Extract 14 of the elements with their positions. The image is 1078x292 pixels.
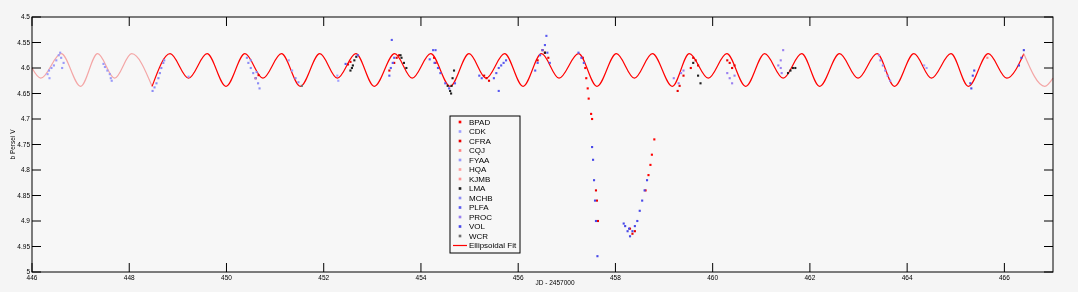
legend-label: Ellipsoidal Fit [469, 241, 517, 251]
legend-label: WCR [469, 231, 489, 241]
legend-label: HQA [469, 165, 487, 175]
legend-label: BPAD [469, 117, 491, 127]
legend-label: CQJ [469, 146, 485, 156]
legend-label: LMA [469, 184, 487, 194]
legend-label: CDK [469, 127, 487, 137]
legend-label: KJMB [469, 174, 491, 184]
legend-label: PLFA [469, 203, 490, 213]
legend-label: FYAA [469, 155, 490, 165]
legend-label: VOL [469, 222, 486, 232]
legend-label: CFRA [469, 136, 492, 146]
legend-label: MCHB [469, 193, 493, 203]
legend-label: PROC [469, 212, 493, 222]
